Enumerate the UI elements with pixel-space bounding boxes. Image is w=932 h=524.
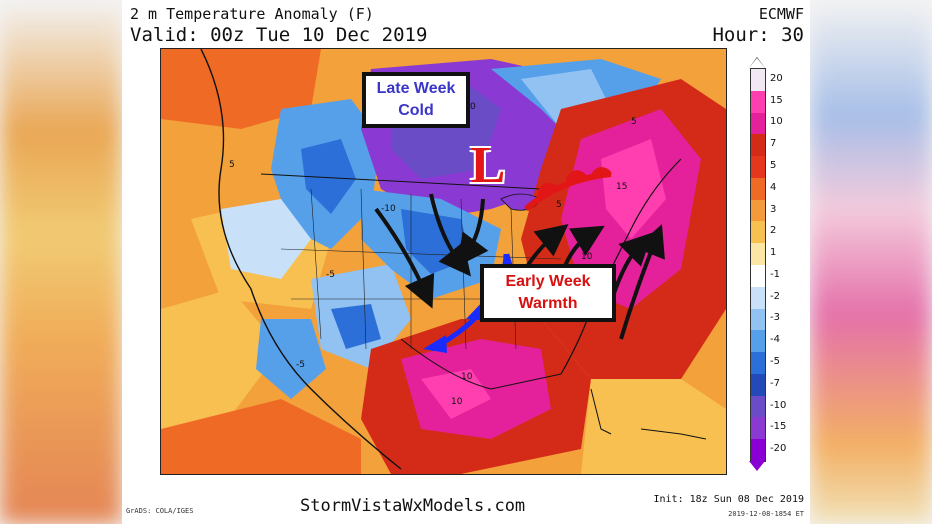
colorbar-label: -20 bbox=[770, 443, 787, 455]
contour-label: 5 bbox=[229, 160, 235, 170]
colorbar-label: 1 bbox=[770, 247, 777, 259]
colorbar-label: 7 bbox=[770, 138, 777, 150]
colorbar-label: -4 bbox=[770, 334, 780, 346]
colorbar-label: -15 bbox=[770, 421, 787, 433]
colorbar-segment bbox=[751, 90, 765, 114]
colorbar-label: -5 bbox=[770, 356, 780, 367]
contour-label: -5 bbox=[296, 360, 305, 370]
caribbean-mild bbox=[581, 379, 726, 474]
eastern-warm-peak bbox=[601, 139, 666, 239]
great-basin-cold-core bbox=[331, 304, 381, 349]
west-coastline bbox=[200, 49, 402, 470]
colorbar-segment bbox=[751, 69, 765, 92]
warm-front-semicircle bbox=[537, 182, 559, 199]
colorbar-segment bbox=[751, 265, 765, 288]
grads-credit: GrADS: COLA/IGES bbox=[126, 507, 194, 515]
colorbar-segment bbox=[751, 352, 765, 375]
colorbar-label: -3 bbox=[770, 312, 780, 324]
colorbar-segment bbox=[751, 439, 765, 462]
colorbar-label: 5 bbox=[770, 160, 777, 171]
pacific-warm-south bbox=[161, 399, 361, 474]
warm-front-semicircle bbox=[591, 167, 612, 176]
forecast-hour: Hour: 30 bbox=[712, 24, 804, 46]
background-blur-left bbox=[0, 0, 122, 524]
colorbar-label: 20 bbox=[770, 72, 783, 84]
colorbar-segment bbox=[751, 330, 765, 353]
callout-warm-line1: Early Week bbox=[505, 273, 591, 290]
colorbar-segment bbox=[751, 373, 765, 397]
colorbar-segment bbox=[751, 221, 765, 244]
callout-cold-line1: Late Week bbox=[376, 80, 456, 97]
colorbar-bottom-cap bbox=[749, 461, 765, 471]
colorbar-segment bbox=[751, 286, 765, 310]
low-pressure-symbol: L bbox=[470, 137, 506, 194]
model-name: ECMWF bbox=[758, 5, 804, 23]
southern-warm-peak bbox=[421, 369, 491, 419]
colorbar-label: -2 bbox=[770, 290, 780, 302]
nw-cold-core bbox=[301, 139, 356, 214]
contour-label: -5 bbox=[326, 270, 335, 280]
background-blur-right bbox=[810, 0, 932, 524]
init-time: Init: 18z Sun 08 Dec 2019 bbox=[653, 494, 804, 505]
colorbar bbox=[750, 68, 766, 462]
colorbar-segment bbox=[751, 112, 765, 135]
late-week-cold-callout: Late Week Cold bbox=[362, 72, 470, 128]
west-coast-cool bbox=[221, 199, 311, 279]
colorbar-label: 15 bbox=[770, 94, 783, 106]
warm-front-semicircle bbox=[565, 170, 587, 183]
cold-front-triangle bbox=[423, 335, 447, 353]
callout-warm-line2: Warmth bbox=[518, 295, 578, 312]
contour-label: 10 bbox=[461, 372, 473, 382]
colorbar-segment bbox=[751, 177, 765, 201]
render-timestamp: 2019-12-08-1854 ET bbox=[728, 510, 804, 518]
sw-pacific-mild bbox=[161, 289, 281, 449]
warm-flow-arrow bbox=[619, 224, 665, 340]
colorbar-segment bbox=[751, 199, 765, 222]
colorbar-label: 4 bbox=[770, 181, 777, 193]
contour-label: -10 bbox=[381, 204, 396, 214]
contour-label: 10 bbox=[581, 252, 593, 262]
callout-cold-line2: Cold bbox=[398, 102, 434, 119]
colorbar-label: 10 bbox=[770, 116, 783, 128]
colorbar-label: 2 bbox=[770, 225, 777, 237]
gulf-coastline bbox=[400, 338, 562, 390]
warm-front-line bbox=[524, 171, 612, 212]
colorbar-segment bbox=[751, 134, 765, 157]
map-title: 2 m Temperature Anomaly (F) bbox=[130, 5, 374, 23]
contour-label: 10 bbox=[451, 397, 463, 407]
colorbar-top-cap bbox=[749, 58, 765, 68]
cold-flow-arrow bbox=[456, 198, 489, 267]
contour-label: 5 bbox=[556, 200, 562, 210]
colorbar-label: 3 bbox=[770, 203, 777, 215]
colorbar-segment bbox=[751, 156, 765, 179]
cuba-outline bbox=[640, 428, 707, 440]
colorbar-label: -1 bbox=[770, 268, 780, 280]
colorbar-segment bbox=[751, 243, 765, 266]
colorbar-label: -10 bbox=[770, 399, 787, 411]
weather-map-panel: 2 m Temperature Anomaly (F) Valid: 00z T… bbox=[122, 0, 810, 524]
colorbar-segment bbox=[751, 417, 765, 440]
colorbar-segment bbox=[751, 308, 765, 331]
source-website: StormVistaWxModels.com bbox=[300, 496, 526, 516]
cold-flow-arrow bbox=[374, 207, 435, 309]
us-canada-border bbox=[260, 173, 542, 190]
contour-label: 15 bbox=[616, 182, 627, 192]
colorbar-label: -7 bbox=[770, 377, 780, 389]
contour-label: 5 bbox=[631, 117, 637, 127]
florida-outline bbox=[590, 388, 612, 435]
colorbar-segment bbox=[751, 395, 765, 418]
valid-time: Valid: 00z Tue 10 Dec 2019 bbox=[130, 24, 428, 46]
early-week-warmth-callout: Early Week Warmth bbox=[480, 264, 616, 322]
